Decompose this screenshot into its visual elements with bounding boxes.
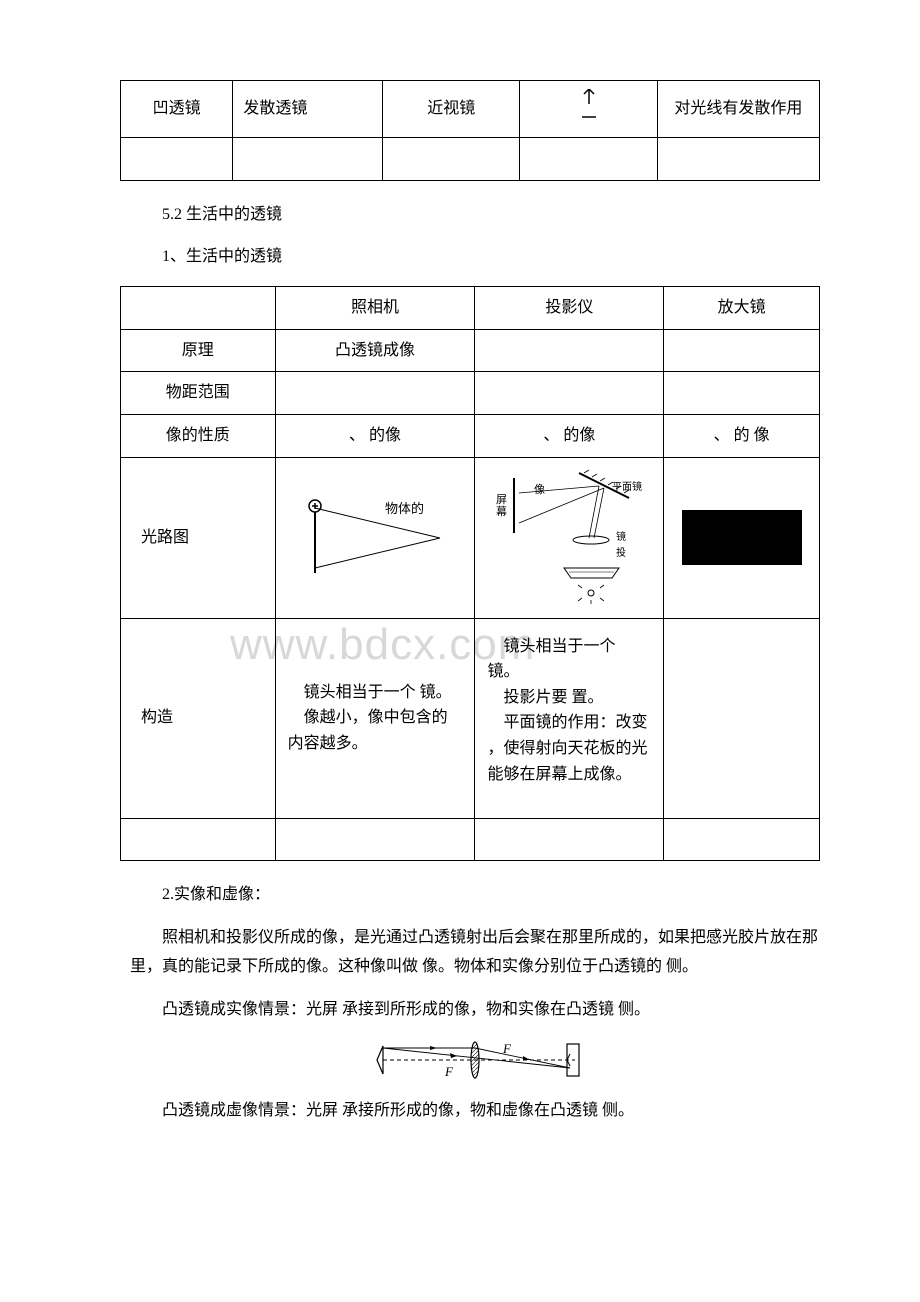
col-magnifier: 放大镜: [664, 287, 820, 330]
section-subtitle: 1、生活中的透镜: [130, 243, 820, 272]
image-label: 像: [534, 483, 545, 496]
cell-symbol: [520, 81, 657, 138]
para-virtual-image: 凸透镜成虚像情景：光屏 承接所形成的像，物和虚像在凸透镜 侧。: [130, 1097, 820, 1126]
table-row-empty: [121, 818, 820, 861]
cell-principle-camera: 凸透镜成像: [275, 329, 475, 372]
cell-empty: [664, 329, 820, 372]
table-row: 凹透镜 发散透镜 近视镜 对光线有发散作用: [121, 81, 820, 138]
concave-symbol-icon: [574, 89, 604, 129]
cell-concave-lens: 凹透镜: [121, 81, 233, 138]
para-real-virtual-title: 2.实像和虚像：: [130, 881, 820, 910]
row-light-path: 光路图: [121, 457, 276, 618]
section-title: 5.2 生活中的透镜: [130, 201, 820, 230]
cell-empty: [475, 818, 664, 861]
para-real-image: 凸透镜成实像情景：光屏 承接到所形成的像，物和实像在凸透镜 侧。: [130, 996, 820, 1025]
cell-empty: [121, 138, 233, 181]
page-content: 凹透镜 发散透镜 近视镜 对光线有发散作用 5.2 生活中的透镜 1、生活中的透…: [120, 80, 820, 1126]
cell-empty: [121, 818, 276, 861]
table-row: 物距范围: [121, 372, 820, 415]
table-row-structure: 构造 镜头相当于一个 镜。 像越小，像中包含的内容越多。 镜头相当于一个 镜。 …: [121, 618, 820, 818]
table-row: 像的性质 、 的像 、 的像 、 的 像: [121, 414, 820, 457]
row-structure: 构造: [121, 618, 276, 818]
lens-label: 镜: [616, 530, 626, 543]
cell-property-projector: 、 的像: [475, 414, 664, 457]
table-row-diagram: 光路图 物体的 屏 幕 像: [121, 457, 820, 618]
cell-empty: [275, 372, 475, 415]
projector-light-path-icon: 屏 幕 像 平面镜: [494, 468, 644, 608]
cell-empty: [383, 138, 520, 181]
cell-empty: [664, 818, 820, 861]
cell-empty: [475, 372, 664, 415]
cell-empty: [475, 329, 664, 372]
cell-empty: [657, 138, 819, 181]
screen-label: 屏: [496, 493, 507, 506]
cell-projector-structure: 镜头相当于一个 镜。 投影片要 置。 平面镜的作用：改变 ，使得射向天花板的光能…: [475, 618, 664, 818]
mirror-label: 平面镜: [612, 480, 642, 493]
cell-camera-diagram: 物体的: [275, 457, 475, 618]
focus-label-2: F: [444, 1064, 454, 1079]
row-principle: 原理: [121, 329, 276, 372]
cell-empty: [664, 618, 820, 818]
cell-empty: [520, 138, 657, 181]
col-camera: 照相机: [275, 287, 475, 330]
object-label: 物体的: [385, 501, 424, 516]
table-lens-applications: 照相机 投影仪 放大镜 原理 凸透镜成像 物距范围 像的性质 、 的像 、 的像…: [120, 286, 820, 861]
real-image-diagram: F F: [150, 1038, 820, 1083]
black-block-icon: [682, 510, 802, 565]
cell-empty: [275, 818, 475, 861]
col-projector: 投影仪: [475, 287, 664, 330]
cell-camera-structure: 镜头相当于一个 镜。 像越小，像中包含的内容越多。: [275, 618, 475, 818]
row-image-property: 像的性质: [121, 414, 276, 457]
cell-myopia-glasses: 近视镜: [383, 81, 520, 138]
focus-label-1: F: [502, 1041, 512, 1056]
camera-light-path-icon: 物体的: [295, 488, 455, 588]
proj-label: 投: [616, 546, 626, 559]
para-real-virtual-body: 照相机和投影仪所成的像，是光通过凸透镜射出后会聚在那里所成的，如果把感光胶片放在…: [130, 924, 820, 982]
table-row: 原理 凸透镜成像: [121, 329, 820, 372]
cell-property-camera: 、 的像: [275, 414, 475, 457]
cell-magnifier-diagram: [664, 457, 820, 618]
cell-property-magnifier: 、 的 像: [664, 414, 820, 457]
row-object-distance: 物距范围: [121, 372, 276, 415]
cell-empty: [233, 138, 383, 181]
convex-lens-real-image-icon: F F: [375, 1038, 595, 1083]
table-row-empty: [121, 138, 820, 181]
cell-projector-diagram: 屏 幕 像 平面镜: [475, 457, 664, 618]
table-lens-types: 凹透镜 发散透镜 近视镜 对光线有发散作用: [120, 80, 820, 181]
cell-diverging-lens: 发散透镜: [233, 81, 383, 138]
cell-empty: [664, 372, 820, 415]
cell-empty-header: [121, 287, 276, 330]
screen-label2: 幕: [496, 504, 507, 518]
table-header-row: 照相机 投影仪 放大镜: [121, 287, 820, 330]
cell-diverging-effect: 对光线有发散作用: [657, 81, 819, 138]
